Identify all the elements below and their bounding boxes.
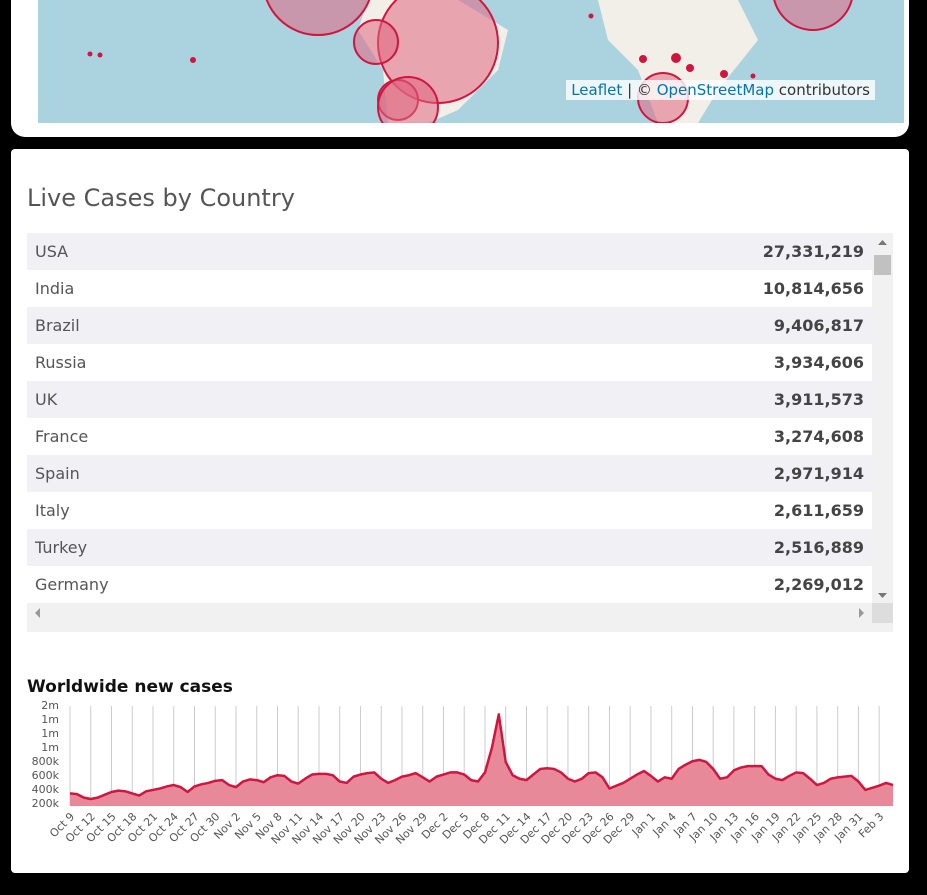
- map-attribution: Leaflet | © OpenStreetMap contributors: [566, 80, 875, 100]
- attribution-suffix: contributors: [778, 81, 870, 99]
- y-tick-label: 1m: [41, 713, 59, 726]
- y-tick-label: 800k: [32, 755, 60, 768]
- leaflet-link[interactable]: Leaflet: [571, 81, 623, 99]
- case-count: 3,274,608: [773, 427, 864, 446]
- case-count: 3,911,573: [773, 390, 864, 409]
- case-count: 10,814,656: [762, 279, 864, 298]
- case-count: 2,971,914: [773, 464, 864, 483]
- chart-title: Worldwide new cases: [27, 677, 233, 697]
- country: India: [35, 279, 75, 298]
- y-tick-label: 2m: [41, 700, 59, 712]
- case-count: 2,516,889: [773, 538, 864, 557]
- y-tick-label: 200k: [32, 797, 60, 810]
- case-count: 27,331,219: [762, 242, 864, 261]
- table-row[interactable]: France 3,274,608: [27, 418, 872, 455]
- table-row[interactable]: UK 3,911,573: [27, 381, 872, 418]
- attribution-separator: | ©: [627, 81, 652, 99]
- table-row[interactable]: Turkey 2,516,889: [27, 529, 872, 566]
- country: UK: [35, 390, 58, 409]
- table: USA 27,331,219 India 10,814,656 Brazil 9,406,…: [27, 233, 872, 603]
- case-count: 9,406,817: [773, 316, 864, 335]
- table-title: Live Cases by Country: [27, 184, 295, 212]
- area: [70, 714, 893, 806]
- case-count: 2,269,012: [773, 575, 864, 594]
- country: France: [35, 427, 89, 446]
- country: USA: [35, 242, 69, 261]
- map[interactable]: [38, 0, 904, 123]
- country: Spain: [35, 464, 80, 483]
- table-row[interactable]: India 10,814,656: [27, 270, 872, 307]
- case-count: 3,934,606: [773, 353, 864, 372]
- y-tick-label: 400k: [32, 783, 60, 796]
- table-row[interactable]: Brazil 9,406,817: [27, 307, 872, 344]
- horizontal-scrollbar[interactable]: [27, 603, 893, 632]
- vertical-scrollbar[interactable]: [872, 233, 893, 603]
- map-card: Leaflet | © OpenStreetMap contributors: [11, 0, 909, 137]
- country: Russia: [35, 353, 87, 372]
- osm-link[interactable]: OpenStreetMap: [656, 81, 774, 99]
- table-row[interactable]: Italy 2,611,659: [27, 492, 872, 529]
- y-tick-label: 600k: [32, 769, 60, 782]
- case-count: 2,611,659: [773, 501, 864, 520]
- table-row[interactable]: USA 27,331,219: [27, 233, 872, 270]
- country: Turkey: [35, 538, 88, 557]
- country: Brazil: [35, 316, 80, 335]
- y-tick-label: 1m: [41, 727, 59, 740]
- country: Italy: [35, 501, 70, 520]
- main-card: Live Cases by Country USA 27,331,219 India…: [11, 149, 909, 873]
- table-row[interactable]: Spain 2,971,914: [27, 455, 872, 492]
- table-row[interactable]: Russia 3,934,606: [27, 344, 872, 381]
- line: [69, 713, 894, 801]
- table-row[interactable]: Germany 2,269,012: [27, 566, 872, 603]
- y-tick-label: 1m: [41, 741, 59, 754]
- country: Germany: [35, 575, 109, 594]
